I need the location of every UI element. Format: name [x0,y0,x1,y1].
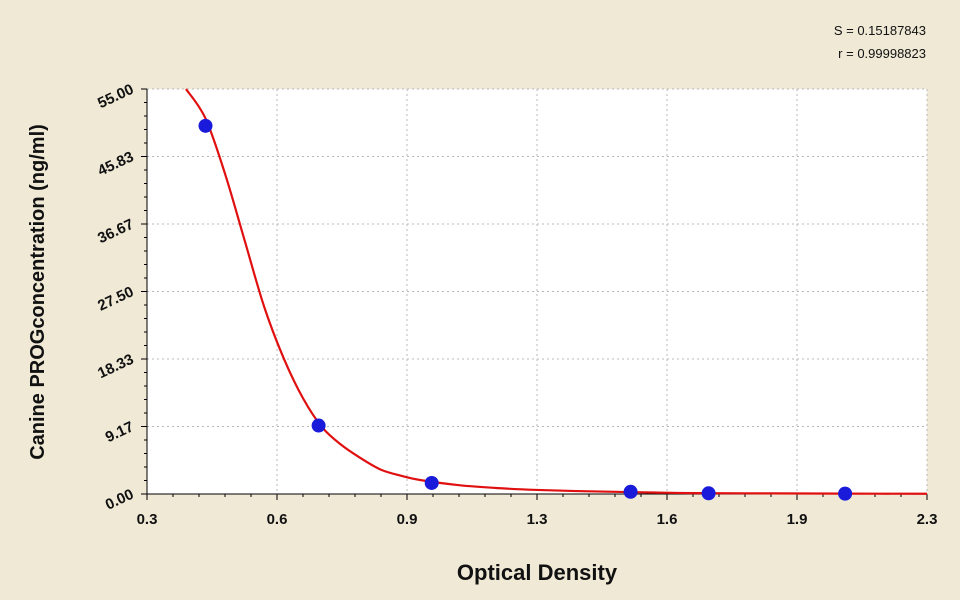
data-point [424,475,439,490]
x-tick-labels: 0.3 0.6 0.9 1.3 1.6 1.9 2.3 [137,511,938,528]
y-tick-label: 55.00 [95,81,136,112]
y-tick-label: 27.50 [95,283,136,314]
data-point [311,418,326,433]
fit-curve [185,88,928,495]
data-point [623,484,638,499]
x-axis-label: Optical Density [457,560,618,585]
x-tick-label: 0.6 [267,511,288,528]
y-tick-label: 18.33 [95,351,136,382]
data-points [198,118,853,501]
y-axis-label: Canine PROGconcentration (ng/ml) [27,124,49,460]
y-tick-label: 0.00 [103,486,137,514]
x-tick-label: 2.3 [917,511,938,528]
y-tick-label: 36.67 [95,216,136,247]
x-tick-label: 0.9 [397,511,418,528]
y-tick-labels: 0.00 9.17 18.33 27.50 36.67 45.83 55.00 [95,81,136,514]
x-tick-label: 1.6 [657,511,678,528]
y-tick-label: 9.17 [103,418,137,446]
data-point [198,118,213,133]
y-tick-label: 45.83 [95,148,136,179]
x-tick-label: 0.3 [137,511,158,528]
x-tick-label: 1.9 [787,511,808,528]
grid-lines [147,88,928,494]
data-point [838,486,853,501]
data-point [701,486,716,501]
x-tick-label: 1.3 [527,511,548,528]
r-statistic: r = 0.99998823 [838,46,926,61]
s-statistic: S = 0.15187843 [833,23,926,38]
